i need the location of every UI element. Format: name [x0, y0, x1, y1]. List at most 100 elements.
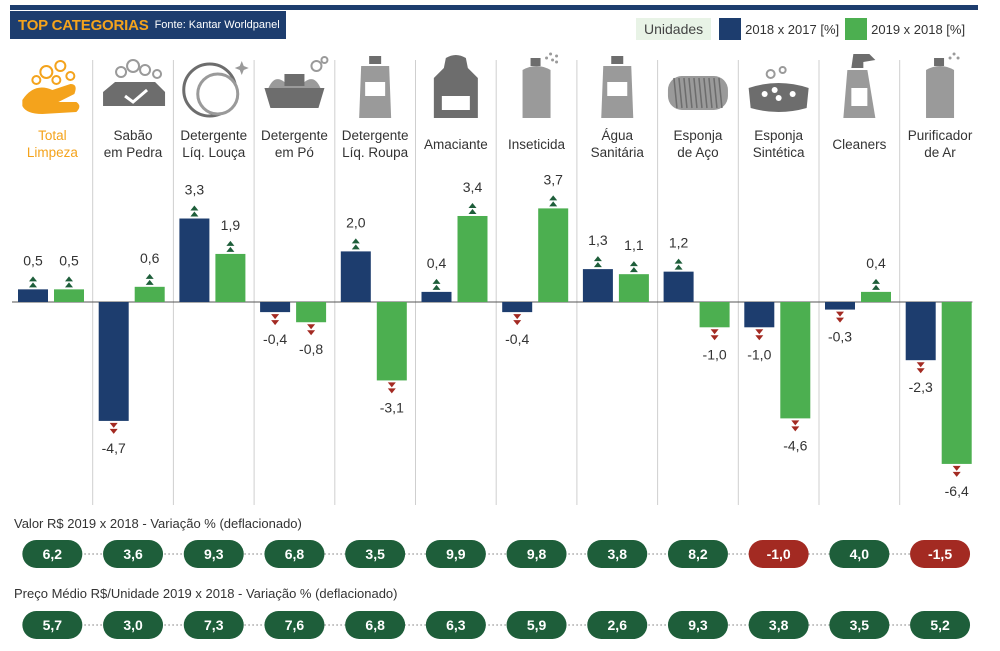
bubble-shape: [320, 56, 329, 64]
hand-shape: [22, 84, 80, 114]
sponge-icon: [748, 66, 809, 112]
steel-wool-icon: [667, 76, 728, 110]
liquid-detergent-bottle-icon: [359, 56, 392, 118]
up-arrow-icon: [468, 208, 477, 214]
up-arrow-icon: [872, 278, 880, 284]
shirt-shape: [284, 74, 305, 86]
sponge-hole: [771, 87, 778, 93]
nozzle-shape: [934, 58, 945, 66]
softener-bottle-icon: [433, 55, 478, 118]
up-arrow-icon: [593, 256, 602, 262]
valor-pill-value: 9,3: [204, 546, 224, 562]
bubble-shape: [115, 66, 128, 78]
bubble-shape: [152, 69, 163, 79]
down-arrow-icon: [513, 314, 522, 320]
valor-pill-value: 3,6: [123, 546, 143, 562]
bar-series-1: [905, 302, 936, 361]
sparkle-shape: [234, 61, 249, 75]
chart-legend: Unidades 2018 x 2017 [%] 2019 x 2018 [%]: [636, 17, 971, 41]
down-arrow-icon: [755, 329, 764, 335]
valor-pill: [506, 540, 567, 568]
bar-series-2: [457, 215, 488, 302]
wool-line: [693, 77, 698, 109]
valor-pill-value: -1,0: [767, 546, 791, 562]
preco-section-title: Preço Médio R$/Unidade 2019 x 2018 - Var…: [14, 586, 398, 601]
category-label-line1: Total: [38, 128, 67, 143]
category-label-line2: em Pó: [275, 145, 314, 160]
bar-series-2: [376, 302, 407, 381]
bubble-shape: [31, 75, 42, 85]
bubble-shape: [310, 60, 323, 72]
data-label: 2,0: [346, 214, 366, 230]
cap-shape: [611, 56, 624, 64]
valor-pill-value: -1,5: [928, 546, 952, 562]
bubble-shape: [765, 69, 776, 79]
bar-series-2: [941, 302, 972, 464]
mist-shape: [952, 52, 956, 56]
up-arrow-icon: [629, 261, 638, 267]
preco-pill: [183, 611, 244, 639]
wool-line: [703, 77, 708, 109]
bar-series-2: [215, 253, 246, 302]
dishes-icon: [182, 61, 249, 118]
preco-pill-value: 9,3: [688, 617, 708, 633]
category-label-line1: Purificador: [908, 128, 973, 143]
legend-item-series-2: 2019 x 2018 [%]: [845, 18, 965, 40]
nozzle-shape: [530, 58, 541, 66]
bar-series-1: [179, 218, 210, 302]
up-arrow-icon: [674, 258, 683, 264]
bubble-shape: [778, 66, 787, 74]
mist-shape: [555, 60, 559, 64]
category-label-line2: de Aço: [677, 145, 718, 160]
up-arrow-icon: [226, 246, 235, 252]
bubble-shape: [139, 64, 152, 76]
legend-units-label: Unidades: [636, 18, 712, 40]
category-label-line2: em Pedra: [104, 145, 163, 160]
wool-line: [713, 77, 718, 109]
category-label-line1: Detergente: [342, 128, 409, 143]
valor-pill: [829, 540, 890, 568]
up-arrow-icon: [190, 211, 199, 217]
legend-label-series-2: 2019 x 2018 [%]: [871, 21, 966, 37]
valor-pill: [425, 540, 486, 568]
wool-line: [673, 77, 678, 109]
data-label: 1,3: [588, 232, 608, 248]
can-shape: [926, 66, 955, 118]
data-label: -2,3: [909, 379, 933, 395]
down-arrow-icon: [952, 465, 961, 471]
mist-shape: [551, 58, 555, 62]
spray-can-icon: [522, 52, 559, 118]
valor-pill-value: 4,0: [850, 546, 870, 562]
down-arrow-icon: [271, 314, 280, 320]
category-label-line1: Esponja: [754, 128, 803, 143]
preco-pill-value: 3,8: [769, 617, 789, 633]
sponge-hole: [789, 91, 796, 97]
bar-series-2: [538, 208, 569, 302]
mist-shape: [549, 52, 553, 56]
up-arrow-icon: [468, 202, 477, 208]
category-label: Amaciante: [424, 137, 488, 152]
legend-swatch-series-2: [845, 18, 868, 40]
data-label: -0,4: [263, 331, 287, 347]
valor-pill: [345, 540, 406, 568]
mist-shape: [956, 56, 960, 60]
category-label-line1: Detergente: [261, 128, 328, 143]
category-label-line2: Líq. Louça: [182, 145, 246, 160]
preco-pill-value: 7,3: [204, 617, 224, 633]
bubble-shape: [65, 71, 76, 81]
category-label-line1: Esponja: [674, 128, 723, 143]
up-arrow-icon: [351, 244, 360, 250]
category-label-line1: Detergente: [180, 128, 247, 143]
label-shape: [851, 88, 868, 106]
preco-pill-value: 5,7: [43, 617, 63, 633]
category-label-line2: Limpeza: [27, 145, 79, 160]
data-label: 0,4: [866, 255, 886, 271]
valor-pill: [748, 540, 809, 568]
label-shape: [365, 82, 386, 96]
category-label-line1: Água: [601, 128, 633, 143]
down-arrow-icon: [513, 320, 522, 326]
bubble-shape: [54, 60, 67, 72]
header-title-box: TOP CATEGORIAS Fonte: Kantar Worldpanel: [10, 11, 286, 39]
down-arrow-icon: [307, 324, 316, 330]
